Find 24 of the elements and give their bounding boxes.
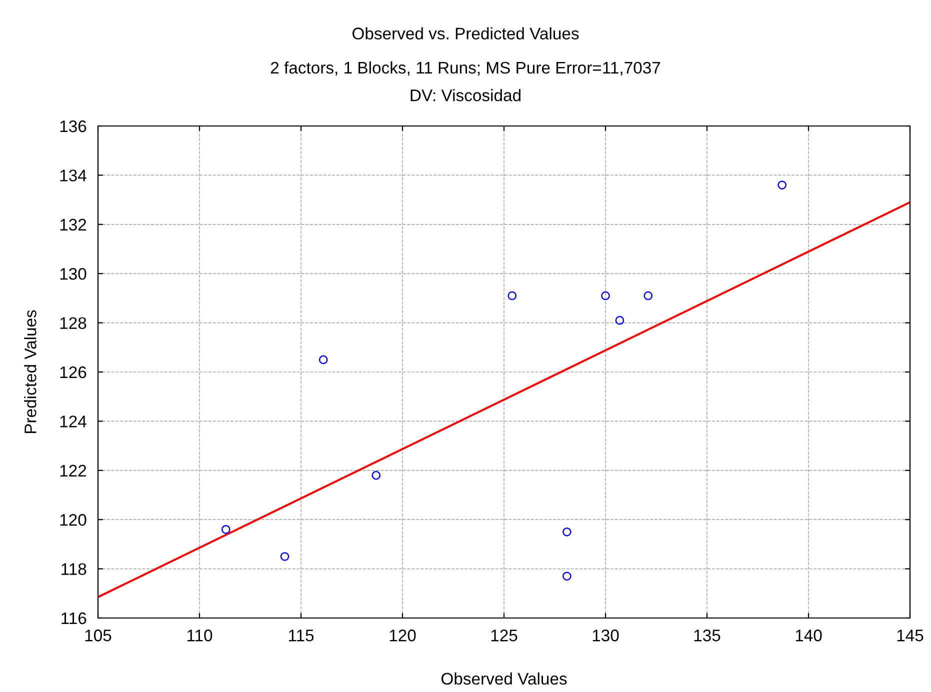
x-tick-label: 135 (694, 630, 720, 642)
y-tick-label: 130 (60, 268, 86, 280)
y-tick-label: 136 (60, 120, 86, 132)
chart-title: Observed vs. Predicted Values (352, 27, 579, 40)
x-tick-label: 105 (85, 630, 112, 642)
y-axis-title: Predicted Values (24, 310, 36, 434)
y-tick-label: 132 (60, 218, 86, 231)
y-tick-label: 124 (60, 416, 86, 428)
y-tick-label: 134 (60, 170, 86, 182)
x-tick-label: 125 (491, 630, 518, 642)
x-tick-label: 110 (187, 630, 212, 642)
x-axis-title: Observed Values (441, 672, 567, 685)
y-tick-label: 122 (60, 464, 86, 476)
x-tick-label: 120 (390, 630, 416, 642)
y-tick-label: 116 (62, 612, 86, 624)
x-tick-label: 145 (897, 630, 924, 642)
x-tick-label: 130 (592, 630, 619, 642)
chart-subtitle: 2 factors, 1 Blocks, 11 Runs; MS Pure Error=11,7037 DV: Viscosidad (270, 61, 660, 102)
y-tick-label: 128 (60, 317, 86, 330)
x-tick-label: 115 (288, 630, 314, 642)
y-tick-label: 118 (62, 563, 86, 576)
x-tick-label: 140 (796, 630, 822, 642)
y-tick-label: 120 (60, 514, 86, 526)
y-tick-label: 126 (60, 366, 86, 378)
